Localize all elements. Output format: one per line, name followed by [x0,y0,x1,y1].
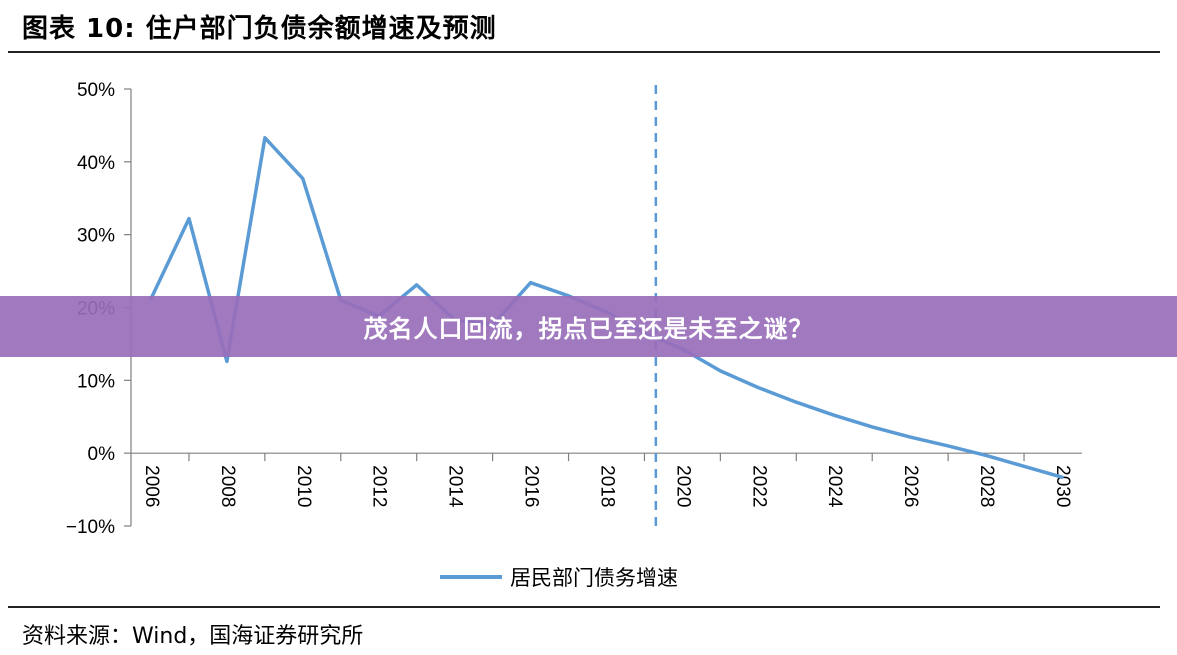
y-tick-label: 40% [77,153,115,174]
y-tick-label: 10% [77,371,115,392]
legend-swatch [440,575,502,579]
y-tick-label: 30% [77,226,115,247]
figure-title: 图表 10: 住户部门负债余额增速及预测 [22,14,497,44]
x-tick-label: 2018 [596,465,617,507]
x-tick-label: 2030 [1052,465,1073,507]
x-tick-label: 2012 [369,465,390,507]
x-tick-label: 2024 [824,465,845,508]
x-tick-label: 2028 [976,465,997,507]
x-tick-label: 2014 [445,465,466,508]
x-tick-label: 2008 [217,465,238,507]
y-tick-label: −10% [66,517,115,538]
legend: 居民部门债务增速 [440,562,678,592]
y-tick-label: 50% [77,80,115,101]
x-tick-label: 2020 [672,465,693,507]
x-tick-label: 2006 [141,465,162,507]
y-tick-label: 0% [88,444,116,465]
top-rule [8,51,1160,53]
x-tick-label: 2022 [748,465,769,507]
bottom-rule [8,606,1160,608]
banner-text: 茂名人口回流，拐点已至还是未至之谜？ [363,315,814,343]
x-tick-label: 2010 [293,465,314,507]
x-axis: 2006 2008 2010 2012 2014 2016 2018 2020 2022 2024… [131,452,1082,508]
x-tick-label: 2026 [900,465,921,507]
legend-label: 居民部门债务增速 [510,566,678,590]
source-note: 资料来源：Wind，国海证券研究所 [22,624,364,649]
overlay-banner: 茂名人口回流，拐点已至还是未至之谜？ [0,296,1177,357]
x-tick-label: 2016 [521,465,542,507]
